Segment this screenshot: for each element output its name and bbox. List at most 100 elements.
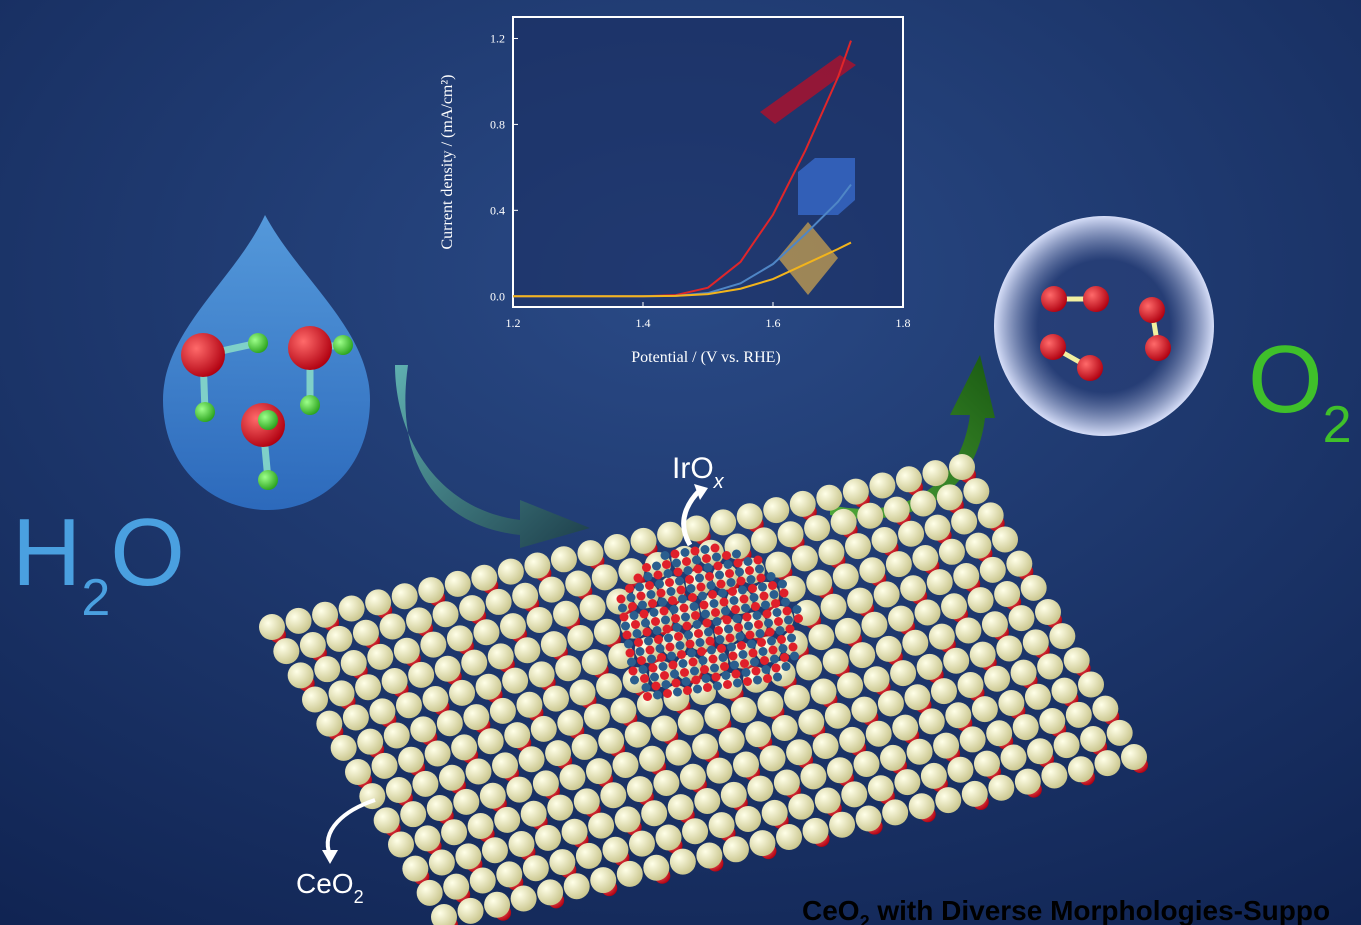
cluster-atom <box>745 566 754 575</box>
cerium-atom <box>883 496 910 523</box>
cluster-atom <box>766 572 776 581</box>
cerium-atom <box>1037 653 1064 680</box>
cerium-atom <box>416 879 443 906</box>
cerium-atom <box>352 619 379 646</box>
cluster-atom <box>708 590 717 599</box>
cluster-atom <box>692 555 701 565</box>
cluster-atom <box>700 665 709 674</box>
cluster-atom <box>717 644 726 653</box>
cluster-atom <box>715 570 724 580</box>
cerium-atom <box>596 673 623 700</box>
cerium-atom <box>802 817 829 844</box>
cerium-atom <box>465 758 492 785</box>
cerium-atom <box>410 716 437 743</box>
cerium-atom <box>849 642 876 669</box>
cluster-atom <box>713 561 723 571</box>
cerium-atom <box>973 750 1000 777</box>
arrow-in <box>395 365 590 548</box>
cerium-atom <box>438 764 465 791</box>
cerium-atom <box>459 595 486 622</box>
cerium-atom <box>953 562 980 589</box>
cluster-atom <box>743 677 752 686</box>
cluster-atom <box>692 620 702 629</box>
cerium-atom <box>577 540 604 567</box>
cerium-atom <box>547 794 574 821</box>
cluster-atom <box>680 548 690 557</box>
cerium-atom <box>550 546 577 573</box>
cerium-atom <box>444 570 471 597</box>
cerium-atom <box>1024 683 1051 710</box>
cerium-atom <box>773 769 800 796</box>
cluster-atom <box>771 663 781 673</box>
cerium-atom <box>720 781 747 808</box>
x-axis-title: Potential / (V vs. RHE) <box>631 349 780 366</box>
cluster-atom <box>784 615 793 625</box>
cerium-atom <box>367 643 394 670</box>
cerium-atom <box>783 684 810 711</box>
cluster-atom <box>724 624 733 634</box>
cluster-atom <box>701 609 710 619</box>
cluster-atom <box>665 578 674 587</box>
cerium-atom <box>398 746 425 773</box>
cerium-atom <box>977 502 1004 529</box>
cerium-atom <box>432 601 459 628</box>
cluster-atom <box>685 575 694 584</box>
cluster-atom <box>733 558 743 568</box>
cerium-atom <box>724 533 751 560</box>
cerium-atom <box>355 674 382 701</box>
cerium-atom <box>808 624 835 651</box>
cluster-atom <box>781 662 791 671</box>
cerium-atom <box>506 776 533 803</box>
cerium-atom <box>328 680 355 707</box>
cerium-atom <box>540 631 567 658</box>
cluster-atom <box>690 546 700 556</box>
cluster-atom <box>728 651 738 661</box>
cerium-atom <box>863 666 890 693</box>
cluster-atom <box>660 551 670 560</box>
cerium-atom <box>408 661 435 688</box>
cluster-atom <box>754 620 763 629</box>
cluster-atom <box>740 659 749 668</box>
cerium-atom <box>1035 599 1061 625</box>
cerium-atom <box>812 733 839 760</box>
cluster-atom <box>775 626 785 635</box>
cerium-atom <box>557 709 584 736</box>
y-axis-title: Current density / (mA/cm²) <box>439 75 456 250</box>
cluster-atom <box>658 662 668 671</box>
decor-shapes <box>760 55 856 295</box>
cerium-atom <box>365 589 392 616</box>
cluster-atom <box>744 621 753 631</box>
y-tick-label: 1.2 <box>490 31 505 45</box>
cerium-atom <box>818 539 845 566</box>
cluster-atom <box>661 615 670 625</box>
cluster-atom <box>782 606 792 616</box>
cluster-atom <box>711 608 720 617</box>
cerium-atom <box>926 569 953 596</box>
cerium-atom <box>1063 647 1090 674</box>
cluster-atom <box>715 635 725 644</box>
cerium-atom <box>414 825 441 852</box>
cluster-atom <box>788 642 798 652</box>
cluster-atom <box>668 660 678 670</box>
y-tick-label: 0.8 <box>490 117 505 131</box>
cerium-atom <box>682 818 709 845</box>
cluster-atom <box>759 591 769 601</box>
cluster-atom <box>656 588 666 598</box>
cluster-atom <box>686 584 696 593</box>
cluster-atom <box>772 608 782 617</box>
cerium-atom <box>273 638 300 665</box>
cerium-atom <box>467 813 494 840</box>
cerium-atom <box>665 739 692 766</box>
cluster-atom <box>748 584 757 593</box>
cerium-atom <box>694 787 721 814</box>
cerium-atom <box>259 614 285 640</box>
cerium-atom <box>602 836 629 863</box>
cluster-atom <box>678 594 687 604</box>
cerium-atom <box>524 552 551 579</box>
cluster-atom <box>633 573 643 583</box>
cluster-atom <box>735 632 745 641</box>
cerium-atom <box>1078 671 1104 698</box>
cluster-atom <box>667 651 676 661</box>
cerium-atom <box>816 484 843 511</box>
